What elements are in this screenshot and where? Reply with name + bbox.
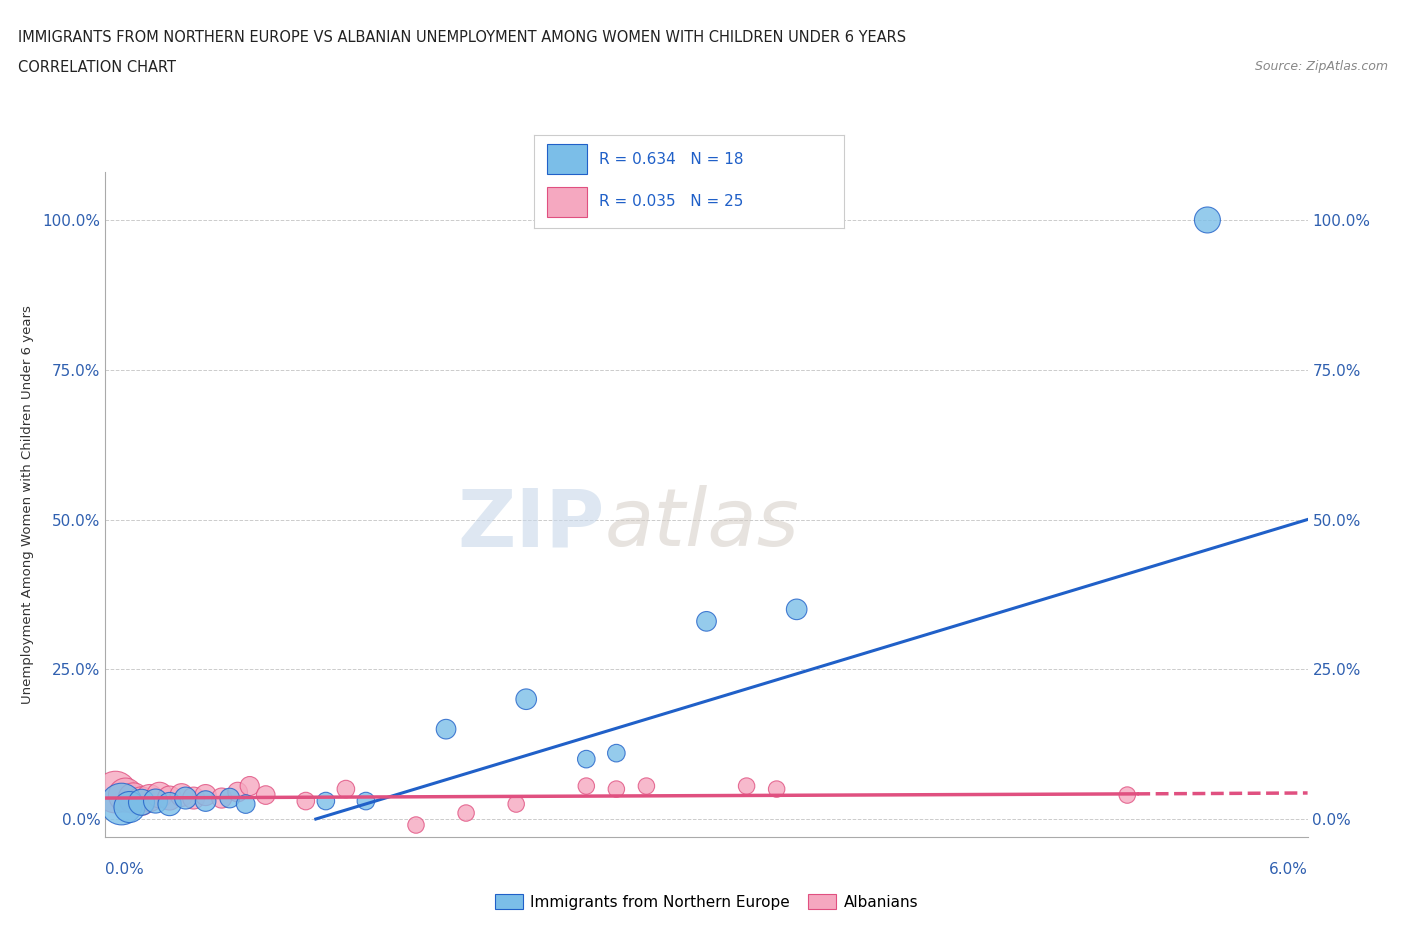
Bar [547, 187, 586, 217]
Text: ZIP: ZIP [457, 485, 605, 564]
Point [605, 781, 627, 796]
Point [235, 797, 257, 812]
Point [294, 793, 316, 808]
Text: IMMIGRANTS FROM NORTHERN EUROPE VS ALBANIAN UNEMPLOYMENT AMONG WOMEN WITH CHILDR: IMMIGRANTS FROM NORTHERN EUROPE VS ALBAN… [18, 30, 907, 45]
Point [194, 793, 217, 808]
Point [118, 800, 141, 815]
Point [405, 817, 427, 832]
Point [122, 790, 145, 805]
Point [138, 790, 160, 805]
Point [354, 793, 377, 808]
Point [183, 790, 205, 805]
Point [636, 778, 658, 793]
Point [1197, 213, 1219, 228]
Point [505, 797, 527, 812]
Point [315, 793, 337, 808]
Point [575, 778, 598, 793]
Point [218, 790, 240, 805]
Point [145, 793, 167, 808]
Point [170, 788, 193, 803]
Point [226, 785, 249, 800]
Point [434, 722, 457, 737]
Point [159, 790, 181, 805]
Point [239, 778, 262, 793]
Point [104, 785, 127, 800]
Point [159, 797, 181, 812]
Point [194, 788, 217, 803]
Text: 0.0%: 0.0% [105, 862, 145, 877]
Point [1116, 788, 1139, 803]
Text: Source: ZipAtlas.com: Source: ZipAtlas.com [1254, 60, 1388, 73]
Point [174, 790, 197, 805]
Point [765, 781, 787, 796]
Point [786, 602, 808, 617]
Y-axis label: Unemployment Among Women with Children Under 6 years: Unemployment Among Women with Children U… [21, 305, 34, 704]
Point [454, 805, 477, 820]
Text: R = 0.035   N = 25: R = 0.035 N = 25 [599, 194, 744, 209]
Point [131, 793, 153, 808]
Point [695, 614, 717, 629]
Point [110, 797, 132, 812]
Text: atlas: atlas [605, 485, 799, 564]
Bar [547, 144, 586, 174]
Point [131, 795, 153, 810]
Point [605, 746, 627, 761]
Point [335, 781, 357, 796]
Text: 6.0%: 6.0% [1268, 862, 1308, 877]
Legend: Immigrants from Northern Europe, Albanians: Immigrants from Northern Europe, Albania… [489, 888, 924, 916]
Text: R = 0.634   N = 18: R = 0.634 N = 18 [599, 152, 744, 166]
Point [515, 692, 537, 707]
Point [735, 778, 758, 793]
Point [254, 788, 277, 803]
Point [148, 788, 170, 803]
Point [575, 751, 598, 766]
Point [211, 790, 233, 805]
Point [114, 788, 136, 803]
Text: CORRELATION CHART: CORRELATION CHART [18, 60, 176, 75]
